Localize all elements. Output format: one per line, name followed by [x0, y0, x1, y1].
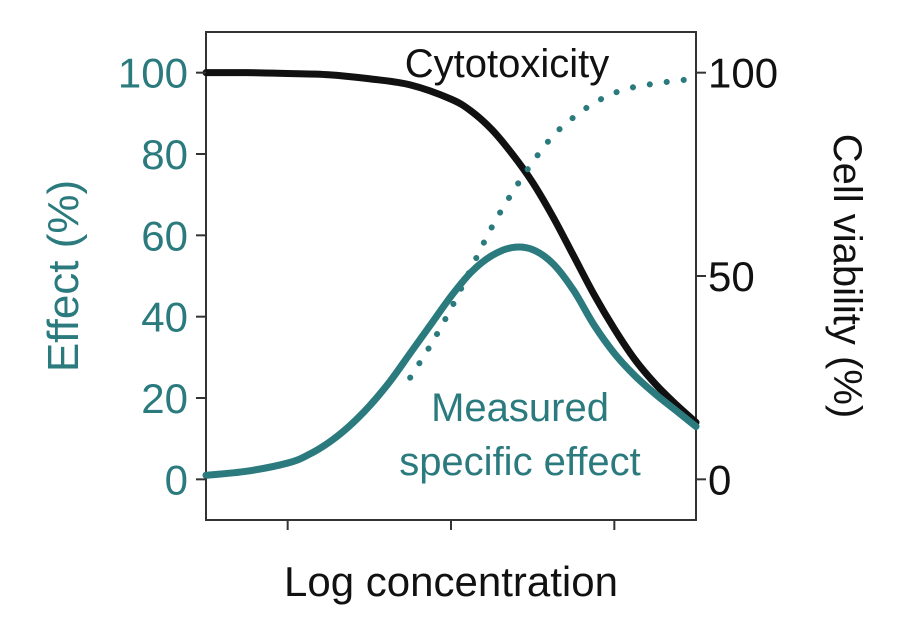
y-tick-label-left: 40 — [141, 294, 188, 341]
series-line-cytotoxicity — [202, 69, 700, 426]
y-axis-title-right: Cell viability (%) — [825, 134, 869, 419]
series-line-measured-specific-effect — [202, 243, 700, 479]
y-axis-title-left: Effect (%) — [39, 180, 88, 372]
x-axis-title: Log concentration — [284, 558, 618, 605]
annotation-measured: Measured — [431, 386, 609, 430]
series-layer — [202, 69, 700, 479]
annotation-specific-effect: specific effect — [399, 440, 641, 484]
y-tick-label-left: 20 — [141, 375, 188, 422]
annotation-cytotoxicity: Cytotoxicity — [405, 42, 610, 86]
y-tick-label-left: 0 — [165, 456, 188, 503]
series-line-specific-effect — [407, 75, 699, 381]
y-tick-label-right: 50 — [708, 253, 755, 300]
y-tick-label-right: 100 — [708, 50, 778, 97]
series-specific-effect — [407, 75, 699, 381]
y-tick-label-left: 80 — [141, 131, 188, 178]
y-tick-label-left: 60 — [141, 212, 188, 259]
y-tick-label-left: 100 — [118, 50, 188, 97]
series-measured-specific-effect — [202, 243, 700, 479]
ticks-layer: 0 20 40 60 80 100 0 50 100 — [118, 50, 778, 530]
series-cytotoxicity — [202, 69, 700, 426]
y-tick-label-right: 0 — [708, 456, 731, 503]
